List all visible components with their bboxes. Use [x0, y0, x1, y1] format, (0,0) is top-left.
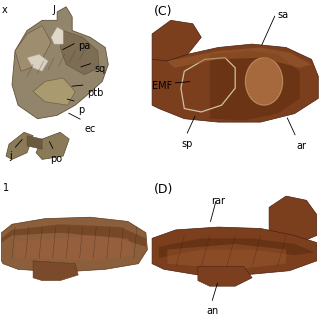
- Ellipse shape: [245, 58, 283, 105]
- Polygon shape: [210, 51, 300, 120]
- Polygon shape: [60, 30, 99, 75]
- Polygon shape: [51, 27, 63, 44]
- Polygon shape: [33, 78, 75, 105]
- Polygon shape: [33, 261, 78, 281]
- Polygon shape: [167, 244, 286, 269]
- Text: rar: rar: [212, 196, 226, 206]
- Polygon shape: [2, 224, 146, 247]
- Polygon shape: [36, 132, 69, 159]
- Polygon shape: [152, 44, 318, 122]
- Text: J: J: [52, 5, 55, 15]
- Polygon shape: [15, 25, 51, 71]
- Polygon shape: [159, 238, 315, 258]
- Polygon shape: [27, 136, 42, 149]
- Polygon shape: [15, 236, 135, 261]
- Text: (C): (C): [154, 5, 172, 18]
- Text: EMF: EMF: [152, 81, 172, 92]
- Text: sa: sa: [278, 10, 289, 20]
- Text: sp: sp: [181, 139, 192, 149]
- Text: p: p: [78, 105, 84, 115]
- Polygon shape: [198, 267, 252, 286]
- Polygon shape: [152, 20, 201, 61]
- Text: an: an: [206, 306, 219, 316]
- Polygon shape: [2, 217, 148, 272]
- Text: (D): (D): [154, 183, 173, 196]
- Polygon shape: [12, 7, 108, 119]
- Text: ptb: ptb: [87, 88, 104, 98]
- Polygon shape: [6, 132, 33, 159]
- Polygon shape: [27, 54, 48, 71]
- Text: sq: sq: [95, 64, 106, 75]
- Text: po: po: [50, 154, 62, 164]
- Text: j: j: [9, 151, 12, 161]
- Text: pa: pa: [78, 41, 91, 51]
- Polygon shape: [152, 227, 316, 275]
- Text: ec: ec: [84, 124, 96, 134]
- Polygon shape: [167, 47, 312, 68]
- Text: 1: 1: [3, 183, 9, 193]
- Polygon shape: [269, 196, 316, 243]
- Text: ar: ar: [296, 141, 306, 151]
- Text: x: x: [2, 5, 7, 15]
